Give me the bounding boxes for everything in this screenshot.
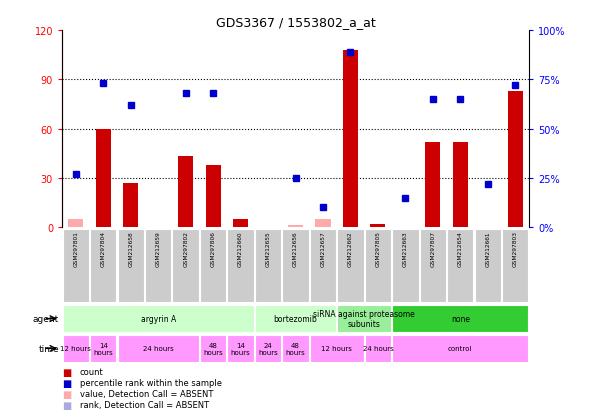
Bar: [371, 224, 385, 228]
Bar: [365, 335, 391, 362]
Bar: [337, 306, 391, 332]
Bar: [447, 229, 473, 302]
Bar: [255, 306, 336, 332]
Text: 24 hours: 24 hours: [362, 346, 393, 351]
Bar: [426, 142, 440, 228]
Text: GSM297804: GSM297804: [100, 230, 106, 266]
Bar: [365, 229, 391, 302]
Bar: [255, 335, 281, 362]
Bar: [90, 335, 116, 362]
Bar: [206, 165, 220, 228]
Text: GSM297801: GSM297801: [73, 230, 78, 266]
Text: percentile rank within the sample: percentile rank within the sample: [80, 378, 222, 387]
Bar: [392, 229, 418, 302]
Bar: [255, 229, 281, 302]
Bar: [282, 335, 309, 362]
Bar: [96, 129, 111, 228]
Bar: [63, 306, 254, 332]
Text: GSM212663: GSM212663: [403, 230, 408, 266]
Bar: [178, 157, 193, 228]
Bar: [343, 51, 358, 228]
Bar: [233, 219, 248, 228]
Bar: [228, 229, 254, 302]
Bar: [228, 335, 254, 362]
Text: bortezomib: bortezomib: [274, 314, 317, 323]
Text: 12 hours: 12 hours: [322, 346, 352, 351]
Text: 48
hours: 48 hours: [285, 342, 306, 355]
Text: GSM212661: GSM212661: [485, 230, 491, 266]
Bar: [310, 229, 336, 302]
Text: count: count: [80, 368, 103, 377]
Text: GSM212657: GSM212657: [320, 230, 326, 266]
Text: ■: ■: [62, 368, 72, 377]
Text: 12 hours: 12 hours: [60, 346, 91, 351]
Bar: [90, 229, 116, 302]
Text: 24
hours: 24 hours: [258, 342, 278, 355]
Bar: [118, 335, 199, 362]
Bar: [392, 335, 528, 362]
Text: time: time: [38, 344, 59, 353]
Text: 14
hours: 14 hours: [230, 342, 251, 355]
Text: 48
hours: 48 hours: [203, 342, 223, 355]
Bar: [123, 183, 138, 228]
Bar: [316, 219, 330, 228]
Bar: [173, 229, 199, 302]
Text: siRNA against proteasome
subunits: siRNA against proteasome subunits: [313, 309, 415, 328]
Text: GSM212662: GSM212662: [348, 230, 353, 266]
Text: rank, Detection Call = ABSENT: rank, Detection Call = ABSENT: [80, 400, 209, 409]
Bar: [282, 229, 309, 302]
Text: GSM212654: GSM212654: [458, 230, 463, 266]
Text: value, Detection Call = ABSENT: value, Detection Call = ABSENT: [80, 389, 213, 398]
Text: control: control: [448, 346, 472, 351]
Bar: [200, 229, 226, 302]
Bar: [337, 229, 363, 302]
Text: ■: ■: [62, 389, 72, 399]
Text: GSM212655: GSM212655: [265, 230, 271, 266]
Text: ■: ■: [62, 378, 72, 388]
Bar: [145, 229, 171, 302]
Bar: [475, 229, 501, 302]
Bar: [63, 229, 89, 302]
Text: none: none: [451, 314, 470, 323]
Bar: [68, 219, 83, 228]
Bar: [453, 142, 468, 228]
Text: GSM212660: GSM212660: [238, 230, 243, 266]
Bar: [118, 229, 144, 302]
Bar: [502, 229, 528, 302]
Text: GSM297803: GSM297803: [513, 230, 518, 266]
Text: GSM297806: GSM297806: [210, 230, 216, 266]
Bar: [508, 92, 523, 228]
Text: GSM212658: GSM212658: [128, 230, 133, 266]
Text: GSM212659: GSM212659: [155, 230, 161, 266]
Text: GSM297802: GSM297802: [183, 230, 188, 266]
Text: ■: ■: [62, 400, 72, 410]
Bar: [63, 335, 89, 362]
Text: GSM297805: GSM297805: [375, 230, 381, 266]
Bar: [200, 335, 226, 362]
Text: 24 hours: 24 hours: [143, 346, 174, 351]
Text: GDS3367 / 1553802_a_at: GDS3367 / 1553802_a_at: [216, 16, 375, 29]
Text: GSM297807: GSM297807: [430, 230, 436, 266]
Text: argyrin A: argyrin A: [141, 314, 176, 323]
Bar: [288, 226, 303, 228]
Text: agent: agent: [33, 314, 59, 323]
Bar: [420, 229, 446, 302]
Bar: [392, 306, 528, 332]
Text: GSM212656: GSM212656: [293, 230, 298, 266]
Text: 14
hours: 14 hours: [93, 342, 113, 355]
Bar: [310, 335, 363, 362]
